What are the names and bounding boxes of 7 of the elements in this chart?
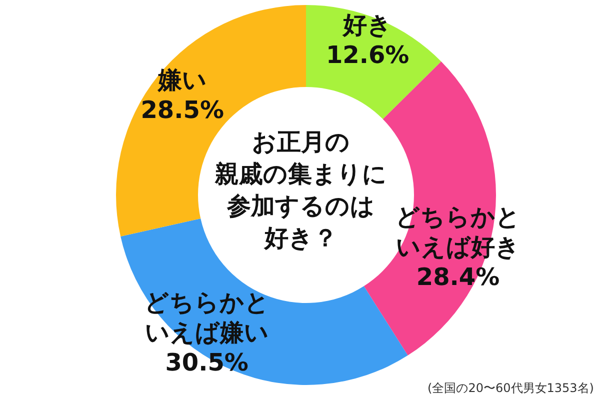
data-label: 12.6% xyxy=(326,40,410,69)
data-label: 28.5% xyxy=(140,96,224,124)
text: (全国の20〜60代男女1353名) xyxy=(428,381,594,395)
slice-label: 嫌い xyxy=(156,66,207,94)
slice-label: 好き xyxy=(342,10,392,39)
text: お正月の親戚の集まりに参加するのは好き？ xyxy=(214,128,387,252)
slice-label: どちらかといえば嫌い xyxy=(144,288,270,346)
